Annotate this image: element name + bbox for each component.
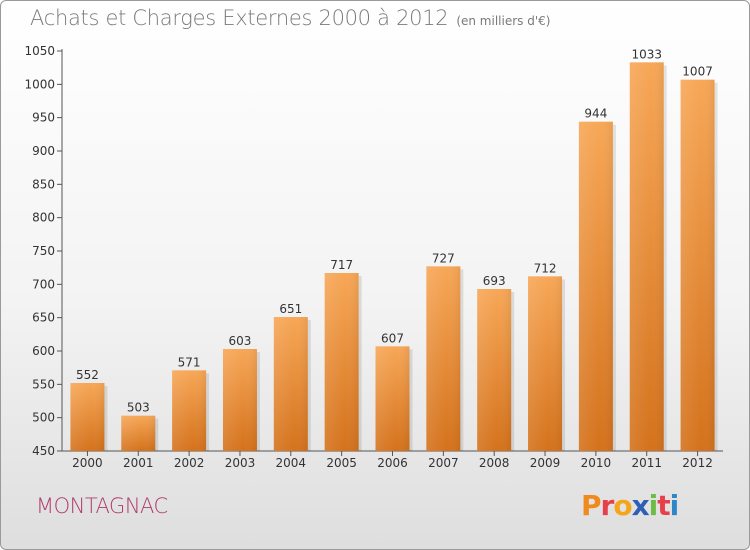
y-tick-label: 500 <box>32 411 55 425</box>
bar-sheen <box>528 276 562 451</box>
bar-sheen <box>325 273 359 451</box>
bar-value-label: 717 <box>330 258 353 272</box>
y-tick-label: 650 <box>32 311 55 325</box>
bar-value-label: 651 <box>279 302 302 316</box>
bar-sheen <box>223 349 257 451</box>
bar-sheen <box>376 346 410 451</box>
x-tick-label: 2005 <box>326 456 357 470</box>
logo-letter: t <box>657 489 669 522</box>
y-tick-label: 600 <box>32 344 55 358</box>
x-tick-label: 2002 <box>174 456 205 470</box>
bar-sheen <box>630 62 664 451</box>
y-tick-label: 1050 <box>24 44 55 58</box>
x-tick-label: 2012 <box>682 456 713 470</box>
logo-letter: x <box>632 489 649 522</box>
y-tick-label: 800 <box>32 211 55 225</box>
bar-value-label: 1007 <box>682 65 713 79</box>
y-tick-label: 950 <box>32 111 55 125</box>
proxiti-logo: Proxiti <box>581 489 678 522</box>
logo-letter: r <box>601 489 614 522</box>
y-tick-label: 700 <box>32 277 55 291</box>
logo-letter: i <box>649 489 658 522</box>
bar-value-label: 693 <box>483 274 506 288</box>
x-tick-label: 2004 <box>276 456 307 470</box>
y-tick-label: 850 <box>32 177 55 191</box>
bar-sheen <box>477 289 511 451</box>
bar-sheen <box>70 383 104 451</box>
x-tick-label: 2003 <box>225 456 256 470</box>
x-tick-label: 2008 <box>479 456 510 470</box>
logo-letter: o <box>613 489 631 522</box>
bar-sheen <box>121 416 155 451</box>
bar-value-label: 571 <box>178 355 201 369</box>
bar-sheen <box>579 122 613 451</box>
bar-value-label: 1033 <box>631 47 662 61</box>
logo-letter: P <box>581 489 601 522</box>
bar-value-label: 552 <box>76 368 99 382</box>
bar-value-label: 727 <box>432 251 455 265</box>
chart-frame: Achats et Charges Externes 2000 à 2012 (e… <box>0 0 750 550</box>
x-tick-label: 2006 <box>377 456 408 470</box>
bar-sheen <box>426 266 460 451</box>
x-tick-label: 2009 <box>530 456 561 470</box>
bar-chart: 450 500 550 600 650 700 750 800 850 900 950 1000 105… <box>1 1 749 549</box>
x-tick-label: 2010 <box>581 456 612 470</box>
x-tick-label: 2007 <box>428 456 459 470</box>
x-tick-label: 2011 <box>631 456 662 470</box>
y-tick-label: 450 <box>32 444 55 458</box>
place-name: MONTAGNAC <box>36 494 168 518</box>
bar-value-label: 944 <box>584 107 607 121</box>
bar-sheen <box>172 370 206 451</box>
y-tick-label: 900 <box>32 144 55 158</box>
bar-sheen <box>274 317 308 451</box>
x-tick-label: 2000 <box>72 456 103 470</box>
bar-value-label: 712 <box>534 261 557 275</box>
bars <box>70 62 717 451</box>
y-tick-label: 1000 <box>24 77 55 91</box>
x-tick-label: 2001 <box>123 456 154 470</box>
y-tick-label: 750 <box>32 244 55 258</box>
bar-value-label: 503 <box>127 401 150 415</box>
bar-value-label: 603 <box>229 334 252 348</box>
bar-sheen <box>681 80 715 451</box>
bar-value-label: 607 <box>381 331 404 345</box>
y-tick-label: 550 <box>32 377 55 391</box>
logo-letter: i <box>670 489 679 522</box>
